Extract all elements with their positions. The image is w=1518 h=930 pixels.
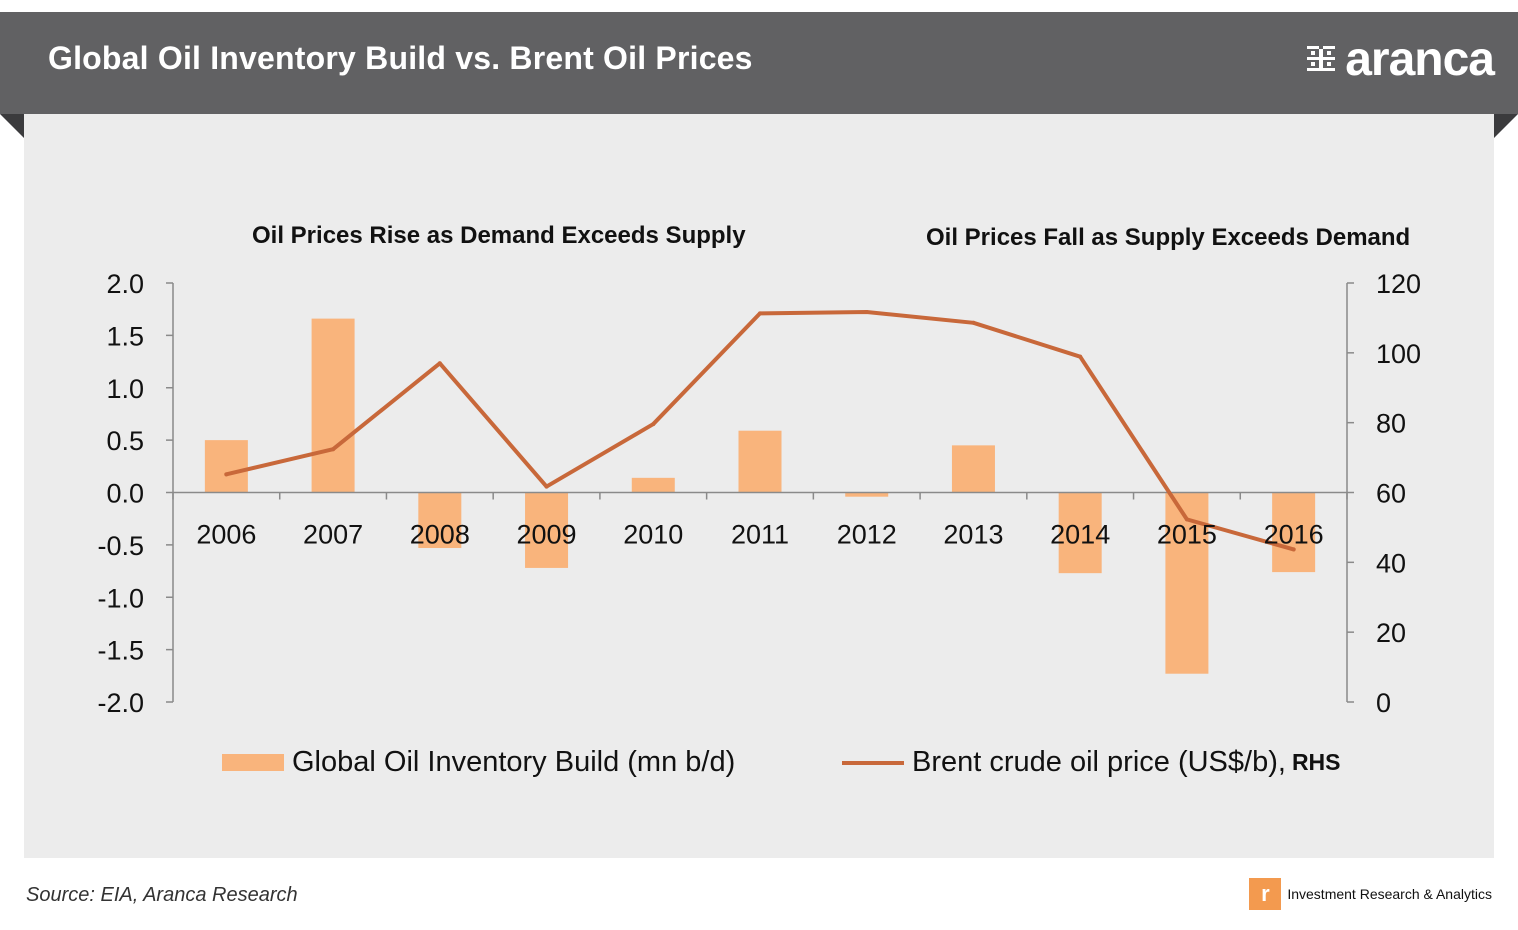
legend-line-suffix: RHS	[1291, 749, 1341, 775]
bar-2010	[631, 477, 675, 493]
right-tick-label: 0	[1376, 688, 1391, 718]
left-tick-label: -0.5	[97, 531, 144, 561]
bar-2011	[738, 430, 782, 493]
left-tick-label: 1.5	[106, 321, 144, 351]
bar-2014	[1058, 492, 1102, 574]
right-tick-label: 80	[1376, 409, 1406, 439]
footer-logo-icon: r	[1249, 878, 1282, 910]
header-banner	[0, 12, 1518, 114]
category-label-2010: 2010	[623, 520, 683, 550]
brent-point-2007	[331, 447, 336, 452]
category-label-2008: 2008	[410, 520, 470, 550]
brent-point-2008	[437, 361, 442, 366]
brent-point-2009	[544, 484, 549, 489]
left-tick-label: 2.0	[106, 269, 144, 299]
legend-line: Brent crude oil price (US$/b), RHS	[842, 746, 1341, 779]
bar-2008	[418, 492, 462, 549]
legend-bar-swatch	[222, 754, 284, 771]
brent-point-2010	[651, 422, 656, 427]
right-tick-label: 120	[1376, 269, 1421, 299]
right-tick-label: 60	[1376, 479, 1406, 509]
source-note: Source: EIA, Aranca Research	[26, 884, 298, 906]
bar-2009	[525, 492, 569, 568]
brent-point-2012	[864, 309, 869, 314]
legend-bar-label: Global Oil Inventory Build (mn b/d)	[292, 746, 736, 778]
banner-fold-left	[0, 114, 24, 138]
footer-brand: r Investment Research & Analytics	[1249, 878, 1492, 910]
category-label-2013: 2013	[943, 520, 1003, 550]
category-label-2009: 2009	[517, 520, 577, 550]
left-tick-label: -1.5	[97, 636, 144, 666]
annotation-left: Oil Prices Rise as Demand Exceeds Supply	[252, 222, 746, 249]
brent-point-2016	[1291, 547, 1296, 552]
legend-bar: Global Oil Inventory Build (mn b/d)	[222, 746, 735, 779]
bar-2013	[951, 445, 995, 493]
category-label-2016: 2016	[1264, 520, 1324, 550]
bar-2016	[1272, 492, 1316, 573]
brand-name: aranca	[1345, 33, 1495, 86]
legend-line-swatch	[842, 760, 904, 765]
right-tick-label: 100	[1376, 339, 1421, 369]
category-label-2015: 2015	[1157, 520, 1217, 550]
left-tick-label: -1.0	[97, 583, 144, 613]
annotation-right: Oil Prices Fall as Supply Exceeds Demand	[926, 224, 1411, 251]
category-label-2006: 2006	[196, 520, 256, 550]
brent-point-2014	[1078, 354, 1083, 359]
bar-2006	[204, 440, 248, 493]
category-label-2011: 2011	[731, 520, 789, 550]
page-title: Global Oil Inventory Build vs. Brent Oil…	[48, 40, 753, 76]
brent-point-2011	[758, 311, 762, 316]
brent-point-2015	[1184, 517, 1189, 522]
footer-tagline: Investment Research & Analytics	[1287, 886, 1492, 902]
brand-logo: aranca	[1305, 33, 1495, 86]
left-tick-label: 0.0	[106, 479, 144, 509]
left-tick-label: 1.0	[106, 374, 144, 404]
right-tick-label: 40	[1376, 548, 1406, 578]
category-label-2014: 2014	[1050, 520, 1110, 550]
bar-2012	[845, 492, 889, 497]
brent-point-2013	[971, 320, 976, 325]
left-tick-label: -2.0	[97, 688, 144, 718]
legend-line-label: Brent crude oil price (US$/b),	[912, 746, 1286, 778]
category-label-2007: 2007	[303, 520, 363, 550]
banner-fold-right	[1494, 114, 1518, 138]
left-tick-label: 0.5	[106, 426, 144, 456]
category-label-2012: 2012	[837, 520, 897, 550]
brent-point-2006	[224, 472, 229, 477]
right-tick-label: 20	[1376, 618, 1406, 648]
brand-mark-icon	[1307, 46, 1336, 71]
bar-2007	[311, 318, 355, 493]
